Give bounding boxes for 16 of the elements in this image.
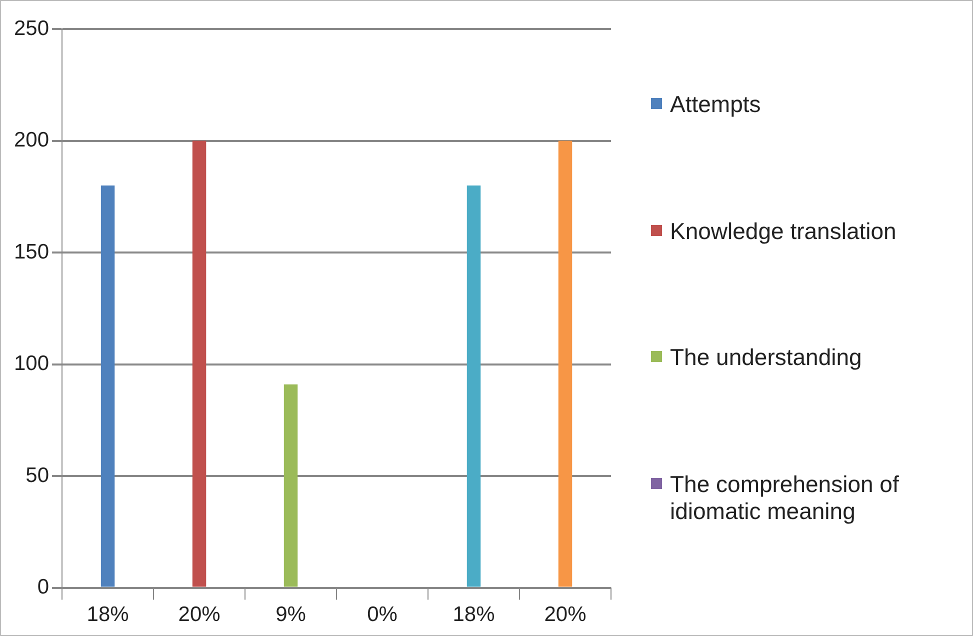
y-tick-label: 200 [14,128,50,152]
y-tick-label: 150 [14,240,50,264]
y-tick-label: 100 [14,352,50,376]
y-tick-label: 0 [37,576,50,599]
legend-label: The comprehension of idiomatic meaning [670,471,900,526]
x-tick-label: 0% [367,603,398,626]
y-tick-label: 250 [14,16,50,40]
legend-label: The understanding [670,344,862,372]
x-tick-label: 20% [178,603,220,626]
x-tick-label: 9% [276,603,306,626]
x-tick-label: 18% [452,603,495,626]
legend-label: Attempts [670,90,761,118]
x-tick-label: 18% [86,603,129,626]
x-tick-label: 20% [544,603,586,626]
y-tick-label: 50 [26,464,50,487]
legend-label: Knowledge translation [670,218,896,245]
